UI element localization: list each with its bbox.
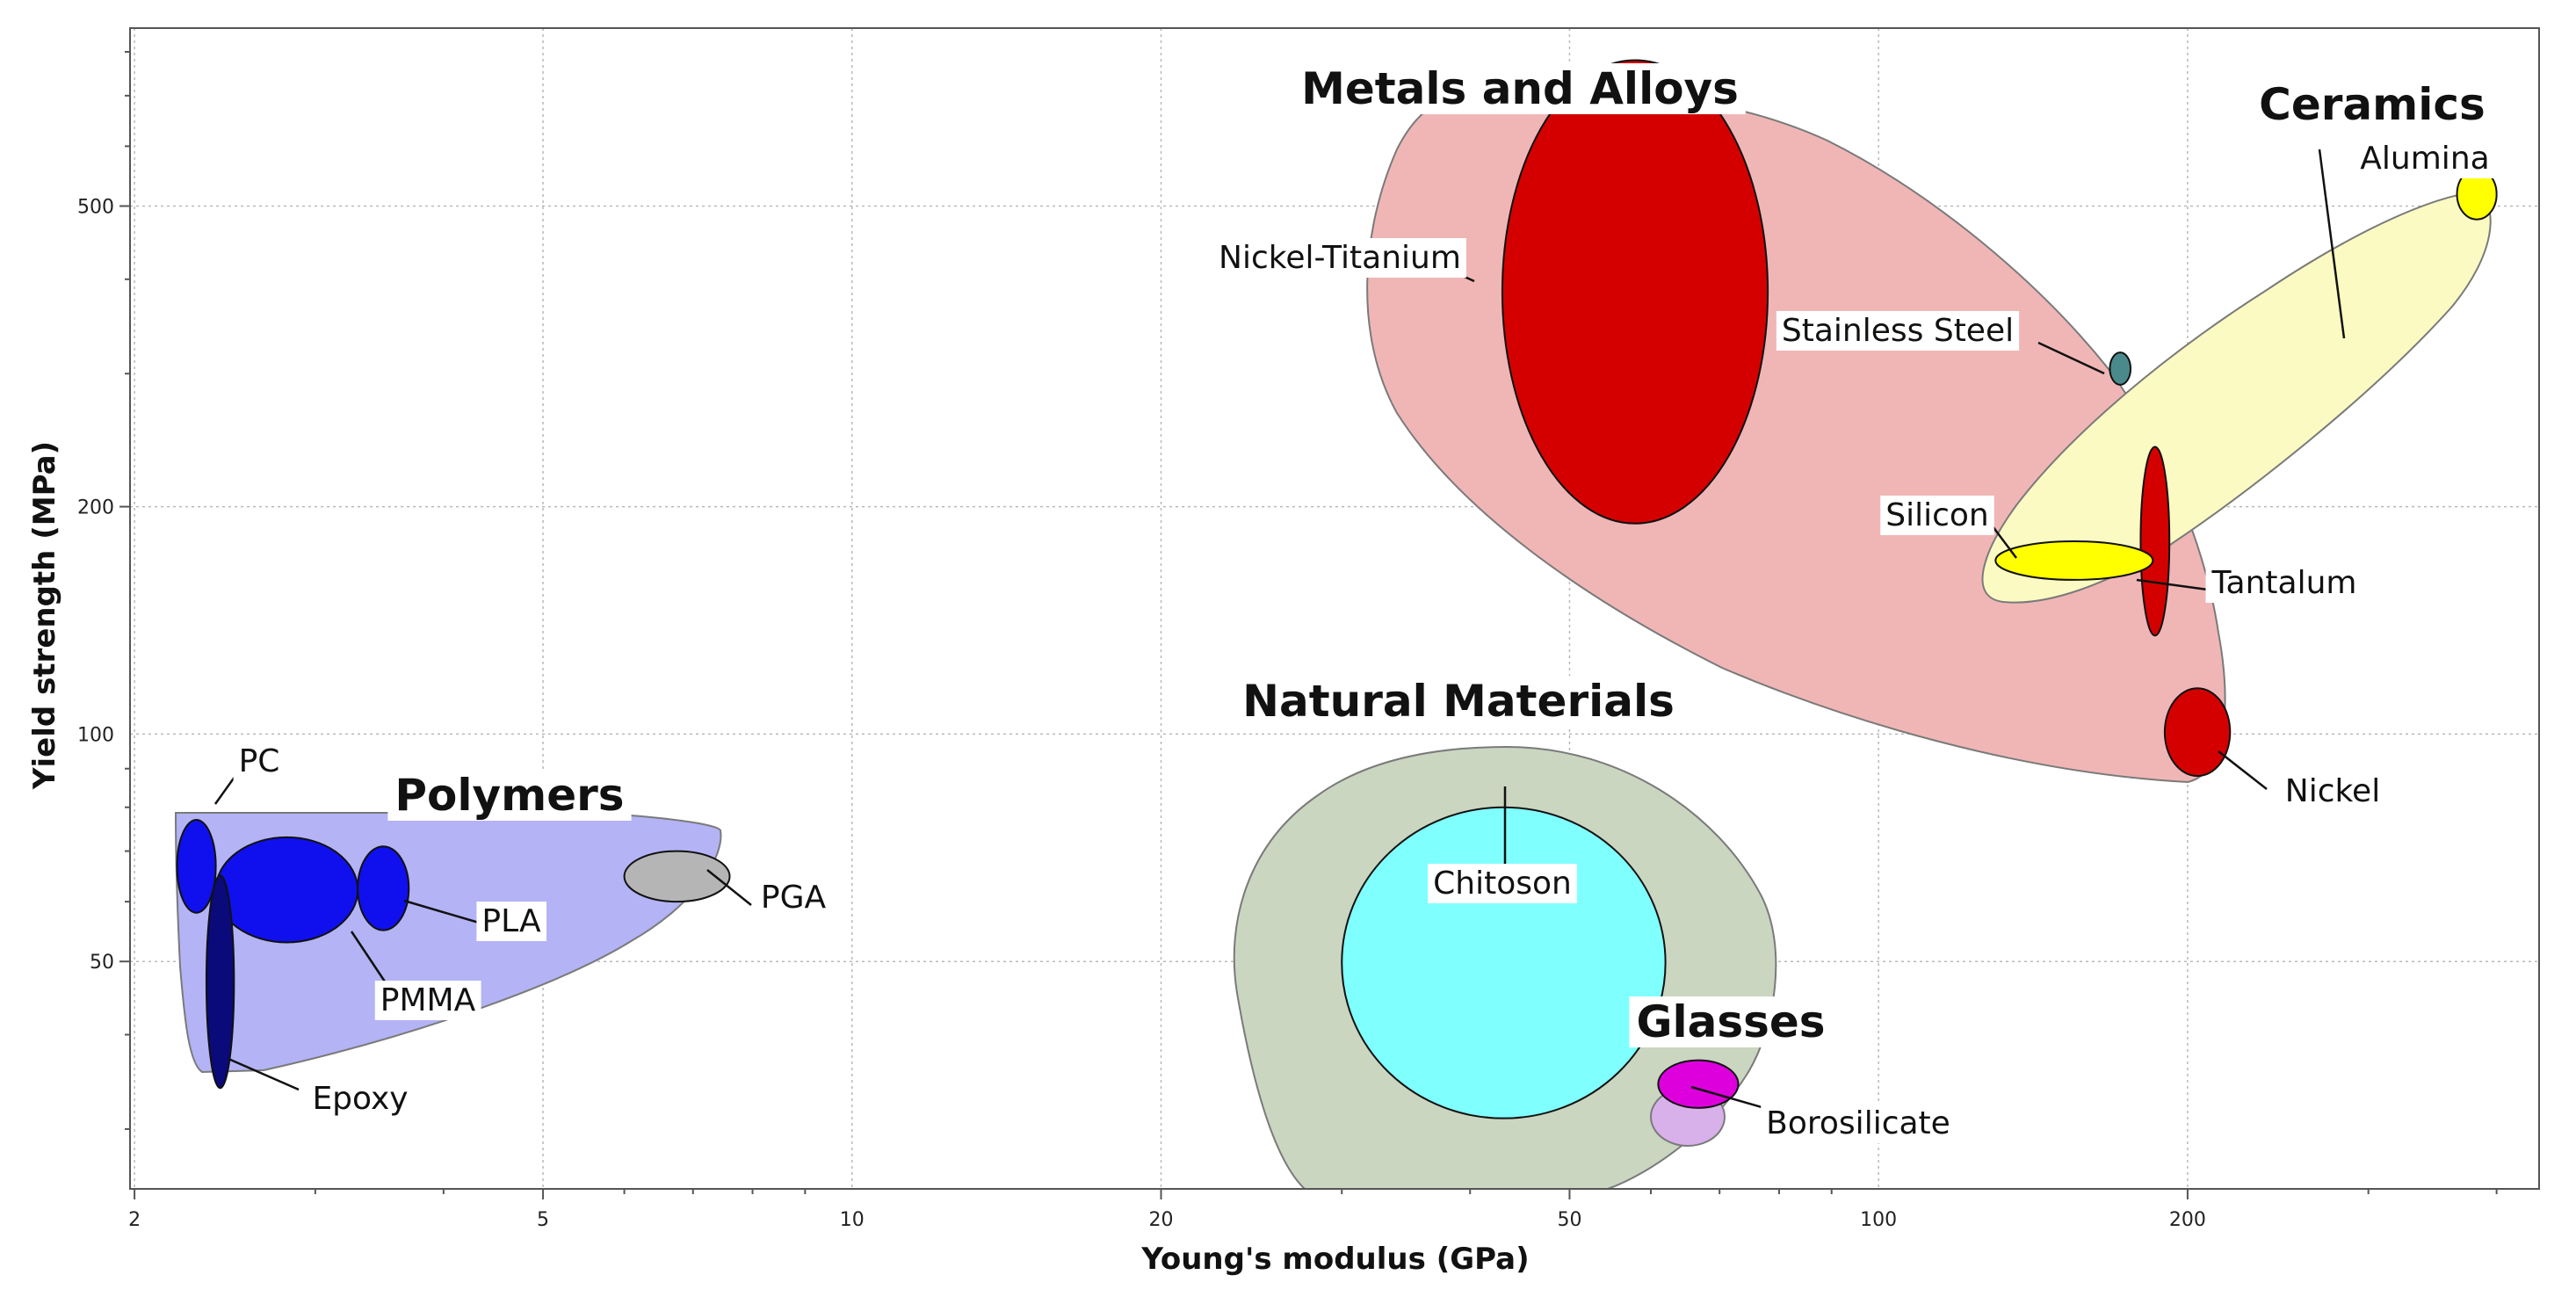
leader-stainless-steel (2037, 341, 2105, 375)
y-tick-label: 500 (77, 196, 114, 218)
label-tantalum: Tantalum (2211, 565, 2357, 601)
leader-pla (403, 899, 480, 924)
marker-pc (176, 818, 217, 914)
label-bg-borosilicate (1761, 1104, 1956, 1143)
group-title-bg-glasses (1629, 996, 1833, 1047)
leader-ceramics (2318, 149, 2346, 339)
leader-nickel (2218, 750, 2268, 790)
label-stainless-steel: Stainless Steel (1782, 313, 2014, 349)
x-tick-label: 2 (128, 1209, 141, 1231)
x-tick-label: 5 (537, 1209, 549, 1231)
label-bg-nickel-titanium (1213, 238, 1466, 278)
marker-pmma (214, 836, 359, 944)
label-bg-nickel (2279, 772, 2386, 811)
x-tick-label: 10 (840, 1209, 865, 1231)
marker-nickel-titanium (1501, 59, 1769, 525)
label-epoxy: Epoxy (312, 1081, 408, 1117)
material-markers (176, 59, 2498, 1119)
group-title-ceramics: Ceramics (2259, 79, 2486, 130)
marker-epoxy (205, 874, 235, 1090)
leader-pmma (350, 931, 388, 985)
group-titles: Metals and Alloys Ceramics Polymers Natural… (387, 63, 2493, 1047)
x-tick-label: 100 (1860, 1209, 1897, 1231)
group-title-bg-polymers (387, 770, 632, 821)
label-bg-tantalum (2205, 563, 2363, 603)
x-tick-label: 50 (1557, 1209, 1581, 1231)
x-tick-label: 20 (1149, 1209, 1174, 1231)
marker-pga (623, 850, 731, 903)
group-title-bg-ceramics (2252, 79, 2493, 130)
leader-epoxy (228, 1057, 300, 1091)
material-labels: Nickel-Titanium Stainless Steel Tantalum Ni… (233, 139, 2495, 1143)
label-bg-pmma (374, 981, 481, 1020)
label-pc: PC (239, 743, 280, 779)
label-chitoson: Chitoson (1433, 866, 1572, 902)
marker-borosilicate (1657, 1059, 1740, 1109)
label-bg-epoxy (307, 1079, 414, 1119)
marker-silicon (1994, 540, 2154, 581)
label-pga: PGA (761, 880, 827, 916)
label-alumina: Alumina (2360, 141, 2489, 177)
axes: 2 5 10 20 50 100 200 50 100 200 500 (77, 27, 2540, 1231)
label-silicon: Silicon (1885, 497, 1989, 533)
group-title-metals-and-alloys: Metals and Alloys (1301, 63, 1739, 114)
leader-lines (213, 149, 2346, 1118)
label-bg-silicon (1880, 496, 1994, 535)
group-title-bg-metals-and-alloys (1294, 63, 1746, 114)
label-pla: PLA (481, 903, 541, 939)
group-title-polymers: Polymers (394, 770, 624, 821)
y-axis-title: Yield strength (MPa) (27, 441, 62, 790)
plot-frame (129, 27, 2540, 1190)
leader-pga (706, 869, 752, 906)
label-bg-alumina (2355, 139, 2495, 178)
group-title-natural-materials: Natural Materials (1242, 676, 1675, 727)
marker-chitoson (1341, 806, 1667, 1119)
group-title-bg-natural-materials (1235, 676, 1682, 727)
x-tick-label: 200 (2169, 1209, 2206, 1231)
label-bg-pc (233, 742, 286, 781)
y-tick-label: 100 (77, 724, 114, 746)
label-bg-stainless-steel (1776, 311, 2020, 351)
label-bg-pga (755, 878, 832, 917)
x-axis-title: Young's modulus (GPa) (1140, 1242, 1529, 1277)
marker-stainless-steel (2109, 351, 2132, 386)
label-borosilicate: Borosilicate (1766, 1105, 1950, 1141)
leader-silicon (1989, 522, 2017, 559)
leader-tantalum (2136, 578, 2215, 592)
label-bg-chitoson (1428, 864, 1577, 903)
label-nickel: Nickel (2285, 773, 2380, 809)
region-ceramics (1981, 190, 2492, 604)
marker-nickel (2163, 687, 2232, 778)
group-title-glasses: Glasses (1636, 996, 1825, 1047)
marker-tantalum (2139, 446, 2171, 637)
label-nickel-titanium: Nickel-Titanium (1219, 240, 1461, 276)
label-bg-pla (476, 902, 546, 941)
y-tick-label: 200 (77, 497, 114, 519)
marker-pla (357, 845, 410, 931)
label-pmma: PMMA (380, 982, 476, 1018)
y-tick-label: 50 (90, 952, 114, 974)
